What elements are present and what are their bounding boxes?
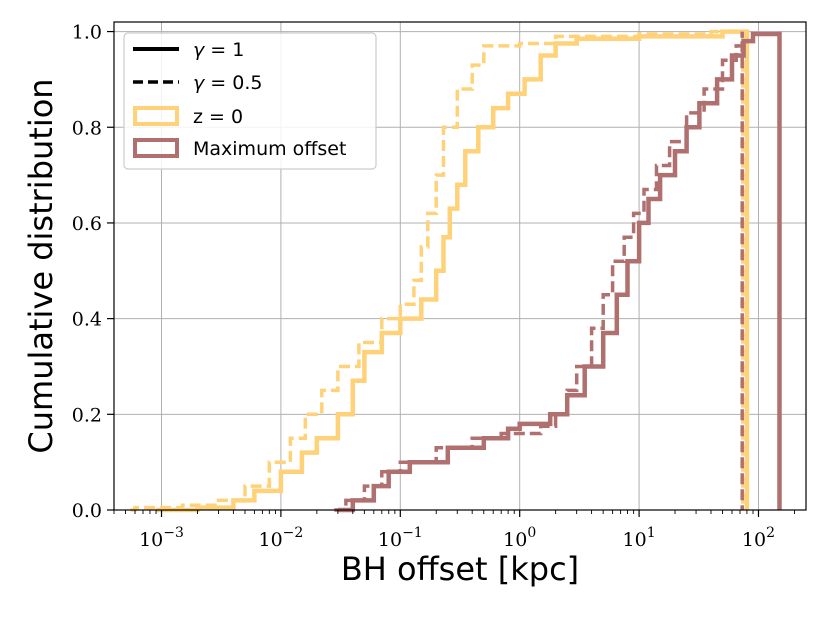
x-tick-label: 102 <box>742 525 775 551</box>
y-tick-label: 0.0 <box>72 500 102 522</box>
x-tick-label: 10−3 <box>139 525 184 551</box>
legend-box <box>123 32 377 170</box>
y-axis-label: Cumulative distribution <box>22 78 60 453</box>
legend-label: z = 0 <box>193 106 243 128</box>
axes-frame <box>113 21 807 511</box>
y-tick-label: 0.2 <box>72 404 102 426</box>
axis-ticks: 10−3 10−2 10−1 100 101 102 0.0 0.2 0.4 0.6 0.8 1.0 <box>72 22 795 551</box>
series-line-maximum-offset-gamma-1 <box>337 31 782 513</box>
series-line-z-0-gamma-1 <box>156 29 750 513</box>
x-axis-label: BH offset [kpc] <box>341 550 579 588</box>
y-tick-label: 0.4 <box>72 309 102 331</box>
legend: γ = 1 γ = 0.5 z = 0 Maximum offset <box>123 32 377 170</box>
x-tick-label: 100 <box>503 525 536 551</box>
legend-label: Maximum offset <box>193 138 346 160</box>
legend-handle-box <box>133 106 179 126</box>
series-layer <box>130 29 782 513</box>
series-line-z-0-gamma-0-5 <box>130 29 745 512</box>
x-tick-label: 10−1 <box>378 525 423 551</box>
x-tick-label: 10−2 <box>258 525 303 551</box>
legend-label: γ = 0.5 <box>193 72 262 94</box>
y-tick-label: 0.6 <box>72 213 102 235</box>
x-tick-label: 101 <box>623 525 656 551</box>
y-tick-label: 1.0 <box>72 22 102 44</box>
legend-label: γ = 1 <box>193 39 244 61</box>
y-tick-label: 0.8 <box>72 117 102 139</box>
legend-handle-box <box>133 138 179 158</box>
